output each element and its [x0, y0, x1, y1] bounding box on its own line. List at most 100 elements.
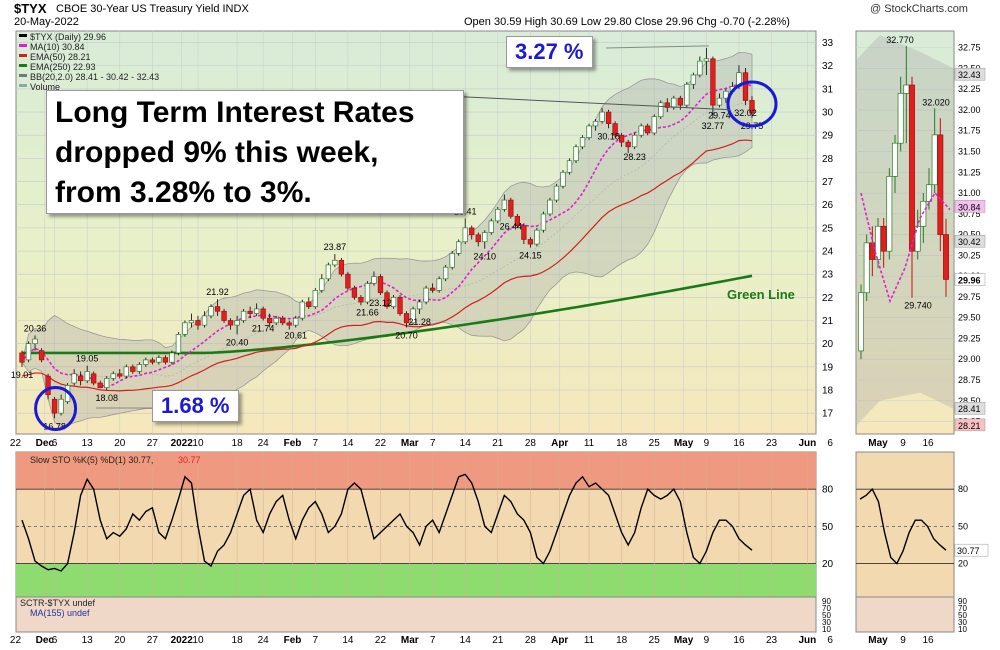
sto-axis-label: 80	[822, 485, 834, 496]
price-axis-label: 28	[822, 154, 834, 165]
ohlc-summary: Open 30.59 High 30.69 Low 29.80 Close 29…	[464, 16, 790, 28]
zoom-value-tag-text: 30.84	[958, 202, 981, 212]
date-axis-label: 25	[649, 635, 661, 646]
zoom-sto-label: 80	[958, 484, 968, 494]
zoom-axis-label: 30.75	[958, 209, 981, 219]
sctr-panel-bg	[15, 596, 817, 633]
sto-overbought-zone	[16, 452, 816, 490]
zoom-candle-body	[903, 84, 910, 94]
date-axis-label: Feb	[284, 635, 302, 646]
candle-body	[677, 97, 683, 106]
candle-body	[136, 364, 142, 372]
zoom-axis-label: 28.50	[958, 396, 981, 406]
price-label: 32.77	[702, 121, 725, 131]
legend-entry: $TYX (Daily) 29.96	[30, 32, 106, 42]
legend-entry: Volume	[30, 82, 60, 92]
date-axis-label: 7	[430, 635, 436, 646]
price-axis-label: 25	[822, 223, 834, 234]
candle-body	[599, 111, 605, 122]
legend-swatch	[19, 44, 27, 47]
zoom-axis-label: 31.00	[958, 188, 981, 198]
candle-body	[527, 239, 534, 245]
zoom-sto-label: 50	[958, 521, 968, 531]
zoom-value-tag-text: 30.42	[958, 237, 981, 247]
price-label: 21.66	[356, 307, 379, 317]
date-axis-label: 22	[375, 635, 387, 646]
date-axis-label: 10	[192, 635, 204, 646]
zoom-axis-label: 31.25	[958, 167, 981, 177]
candle-body	[632, 134, 638, 148]
candle-body	[573, 146, 579, 162]
date-axis-label: Dec	[36, 438, 55, 449]
callout-pointer	[445, 95, 731, 111]
green-line-label: Green Line	[727, 287, 795, 302]
candle-body	[592, 120, 599, 127]
date-axis-label: 7	[313, 438, 319, 449]
date-axis-label: 23	[766, 438, 778, 449]
callout-line-1: Long Term Interest Rates	[55, 96, 415, 129]
candle-body	[436, 278, 442, 291]
legend-swatch	[19, 64, 27, 67]
zoom-value-tag	[954, 67, 986, 81]
date-axis-label: 6	[52, 438, 58, 449]
candle-body	[169, 352, 175, 363]
candle-body	[25, 343, 32, 361]
date-axis-label: 7	[430, 438, 436, 449]
zoom-sto-line	[859, 487, 947, 565]
watermark: @ StockCharts.com	[870, 3, 968, 15]
legend-entry: EMA(50) 28.21	[30, 52, 91, 62]
candle-body	[123, 366, 129, 377]
zoom-date-label: 9	[900, 635, 906, 646]
date-axis-label: Mar	[401, 635, 419, 646]
legend-entry: EMA(250) 22.93	[30, 62, 96, 72]
price-axis-label: 22	[822, 293, 834, 304]
price-label: 20.36	[24, 323, 47, 333]
zoom-axis-label: 29.25	[958, 333, 981, 343]
candle-body	[234, 320, 240, 326]
zoom-sctr-label: 70	[958, 604, 967, 613]
sctr-axis-label: 50	[822, 611, 831, 620]
candle-body	[703, 58, 710, 62]
candle-body	[475, 234, 481, 243]
zoom-price-label: 32.770	[886, 35, 914, 45]
price-label: 24.10	[474, 252, 497, 262]
price-axis-label: 30	[822, 108, 834, 119]
zoom-axis-label: 29.00	[958, 354, 981, 364]
candle-body	[579, 137, 586, 148]
price-axis-label: 18	[822, 385, 834, 396]
candle-body	[645, 125, 651, 134]
security-name: CBOE 30-Year US Treasury Yield INDX	[56, 3, 249, 15]
date-axis-label: May	[674, 438, 694, 449]
price-label: 32.02	[734, 108, 757, 118]
candle-body	[403, 313, 410, 324]
candle-body	[91, 373, 97, 384]
candle-body	[638, 125, 644, 136]
sto-title: Slow STO %K(5) %D(1) 30.77,	[30, 455, 153, 465]
legend-swatch	[19, 54, 27, 57]
candle-body	[364, 283, 371, 303]
candle-body	[149, 359, 156, 363]
date-axis-label: 13	[82, 438, 94, 449]
date-axis-label: 16	[733, 438, 745, 449]
price-axis-label: 20	[822, 339, 834, 350]
zoom-candle-body	[909, 84, 915, 252]
candle-body	[240, 310, 247, 321]
zoom-axis-label: 32.00	[958, 105, 981, 115]
legend-swatch	[19, 34, 27, 37]
date-axis-label: 24	[258, 438, 270, 449]
date-axis-label: 20	[114, 438, 126, 449]
candle-body	[377, 276, 384, 294]
date-axis-label: Jun	[799, 635, 817, 646]
candle-body	[742, 72, 749, 101]
date-axis-label: 22	[10, 635, 22, 646]
sctr-legend: SCTR-$TYX undef	[20, 598, 96, 608]
date-axis-label: 7	[313, 635, 319, 646]
candle-body	[221, 310, 227, 321]
zoom-band	[856, 35, 954, 426]
candle-body	[97, 382, 103, 389]
sto-line	[21, 473, 753, 572]
date-axis-label: 24	[258, 635, 270, 646]
candle-body	[201, 315, 208, 326]
zoom-sto-tag-text: 30.77	[957, 546, 980, 556]
price-label: 23.12	[369, 298, 392, 308]
